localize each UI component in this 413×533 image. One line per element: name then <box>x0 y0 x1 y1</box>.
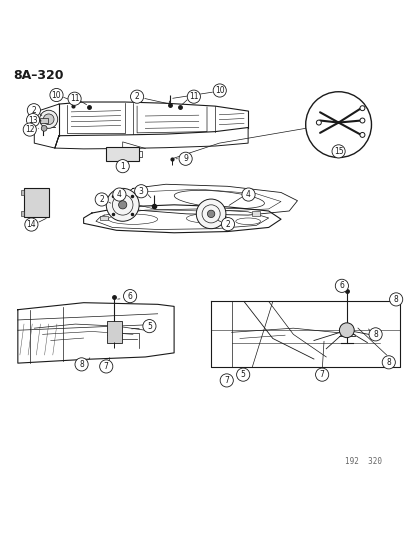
Text: 10: 10 <box>52 91 61 100</box>
Text: 14: 14 <box>26 220 36 229</box>
Circle shape <box>236 368 249 381</box>
Circle shape <box>359 118 364 123</box>
Circle shape <box>118 201 126 209</box>
Circle shape <box>116 159 129 173</box>
Text: 3: 3 <box>138 187 143 196</box>
Circle shape <box>359 132 364 138</box>
Bar <box>40 118 48 124</box>
Text: 4: 4 <box>117 190 121 199</box>
Bar <box>106 147 139 161</box>
Text: 2: 2 <box>134 92 139 101</box>
Circle shape <box>331 145 344 158</box>
Text: 2: 2 <box>31 106 36 115</box>
Text: 192  320: 192 320 <box>344 457 381 466</box>
Circle shape <box>389 293 402 306</box>
Circle shape <box>113 188 126 201</box>
Circle shape <box>220 374 233 387</box>
Text: 15: 15 <box>333 147 342 156</box>
Text: 9: 9 <box>183 154 188 163</box>
Text: 8: 8 <box>393 295 398 304</box>
Circle shape <box>41 125 47 131</box>
Circle shape <box>359 106 364 111</box>
Bar <box>252 212 260 216</box>
Text: 7: 7 <box>224 376 229 385</box>
Circle shape <box>26 114 40 127</box>
Circle shape <box>75 358 88 371</box>
Text: 8: 8 <box>79 360 84 369</box>
Circle shape <box>95 193 108 206</box>
Circle shape <box>27 103 40 117</box>
Text: 13: 13 <box>28 116 38 125</box>
Circle shape <box>130 90 143 103</box>
Circle shape <box>43 114 54 125</box>
Text: 5: 5 <box>240 370 245 379</box>
Text: 8: 8 <box>385 358 390 367</box>
Circle shape <box>305 92 370 158</box>
Circle shape <box>50 88 63 102</box>
Text: 11: 11 <box>189 92 198 101</box>
Bar <box>24 188 49 217</box>
Circle shape <box>123 289 136 303</box>
Bar <box>100 215 108 221</box>
Circle shape <box>241 188 254 201</box>
Circle shape <box>335 279 348 293</box>
Bar <box>21 190 24 195</box>
Text: 10: 10 <box>214 86 224 95</box>
Text: 7: 7 <box>104 362 109 371</box>
Circle shape <box>68 92 81 106</box>
Text: 11: 11 <box>70 94 79 103</box>
Circle shape <box>40 110 57 128</box>
Circle shape <box>23 123 36 136</box>
Text: 2: 2 <box>99 195 104 204</box>
Text: 4: 4 <box>245 190 250 199</box>
Circle shape <box>213 84 226 97</box>
Circle shape <box>316 120 320 125</box>
Text: 6: 6 <box>339 281 344 290</box>
Circle shape <box>187 90 200 103</box>
Text: 5: 5 <box>147 321 152 330</box>
Text: 12: 12 <box>25 125 34 134</box>
Circle shape <box>221 217 234 231</box>
Bar <box>107 321 121 343</box>
Circle shape <box>106 188 139 221</box>
Circle shape <box>100 360 113 373</box>
Text: 2: 2 <box>225 220 230 229</box>
Bar <box>21 211 24 216</box>
Circle shape <box>207 210 214 217</box>
Circle shape <box>142 320 156 333</box>
Circle shape <box>178 152 192 165</box>
Circle shape <box>25 218 38 231</box>
Polygon shape <box>169 101 171 103</box>
Circle shape <box>381 356 394 369</box>
Circle shape <box>315 368 328 381</box>
Text: 7: 7 <box>319 370 324 379</box>
Text: 8: 8 <box>373 330 377 339</box>
Circle shape <box>339 323 354 337</box>
Text: 6: 6 <box>127 292 132 301</box>
Circle shape <box>196 199 225 229</box>
Circle shape <box>134 184 147 198</box>
Text: 1: 1 <box>120 161 125 171</box>
Text: 8A–320: 8A–320 <box>14 69 64 82</box>
Circle shape <box>368 328 381 341</box>
